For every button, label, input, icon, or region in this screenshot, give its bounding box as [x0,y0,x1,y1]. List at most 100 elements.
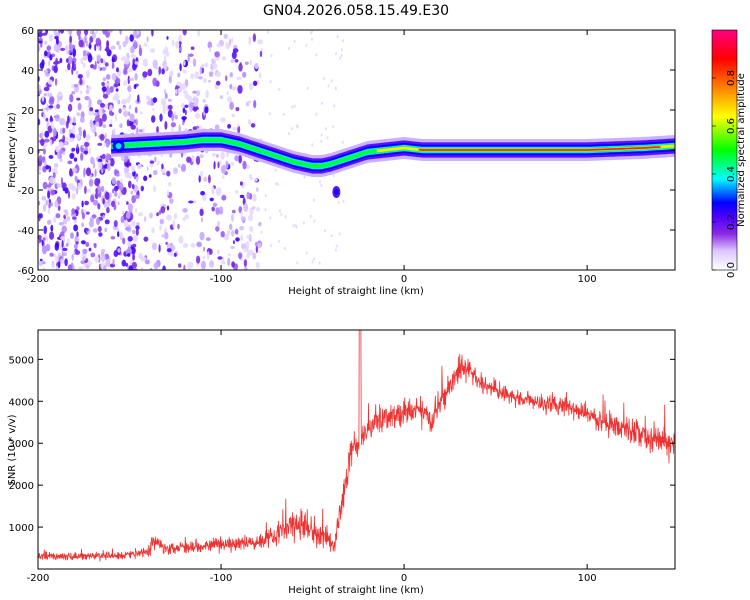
spectrogram-noise-cell [58,261,61,268]
spectrogram-noise-cell [183,243,189,248]
spectrogram-noise-cell [54,162,58,170]
spectrogram-noise-cell [181,116,187,121]
spectrogram-noise-cell [71,253,74,261]
spectrogram-noise-cell [225,160,229,169]
spectrogram-noise-cell [109,157,115,167]
spectrogram-noise-cell [104,132,107,141]
spectrogram-noise-cell [38,118,41,126]
spectrogram-y-tick-label: 60 [21,26,34,37]
spectrogram-noise-cell [106,206,110,214]
spectrogram-noise-cell [71,91,76,95]
spectrogram-noise-cell [160,206,166,214]
spectrogram-noise-cell [62,135,66,143]
spectrogram-noise-cell [217,256,223,260]
spectrogram-noise-cell [152,77,157,87]
colorbar-gradient [712,30,737,270]
spectrogram-noise-cell [143,236,149,242]
snr-y-tick-label: 1000 [9,523,34,534]
spectrogram-noise-cell [94,115,100,124]
spectrogram-y-tick-label: -40 [18,226,34,237]
spectrogram-noise-cell [119,123,123,129]
spectrogram-noise-cell [42,267,45,270]
spectrogram-noise-cell [165,104,168,112]
spectrogram-noise-cell [134,61,140,65]
spectrogram-noise-cell [59,158,63,163]
spectrogram-noise-cell [88,247,92,252]
spectrogram-noise-cell [260,47,263,52]
spectrogram-noise-cell [237,125,241,134]
spectrogram-noise-cell [122,110,129,117]
spectrogram-noise-cell [173,252,177,257]
spectrogram-noise-cell [270,244,272,248]
spectrogram-noise-cell [50,121,54,129]
spectrogram-ridge-cyan [111,136,675,170]
spectrogram-noise-cell [136,222,140,226]
spectrogram-noise-cell [215,226,220,232]
spectrogram-noise-cell [245,101,250,107]
spectrogram-noise-cell [221,260,226,265]
spectrogram-noise-cell [283,246,286,251]
spectrogram-noise-cell [293,39,296,44]
spectrogram-noise-cell [275,182,278,186]
spectrogram-noise-cell [231,113,235,118]
spectrogram-noise-cell [216,249,220,255]
spectrogram-noise-cell [43,92,47,97]
spectrogram-noise-cell [111,57,115,63]
spectrogram-noise-cell [122,107,127,111]
spectrogram-noise-cell [324,229,327,233]
spectrogram-noise-cell [159,218,164,225]
spectrogram-noise-cell [42,165,47,173]
spectrogram-noise-cell [134,194,140,200]
spectrogram-noise-cell [200,191,206,196]
spectrogram-noise-cell [93,243,97,249]
spectrogram-noise-cell [246,235,250,239]
spectrogram-noise-cell [122,237,126,245]
spectrogram-noise-cell [45,117,49,122]
spectrogram-noise-cell [208,174,211,184]
spectrogram-noise-cell [59,148,64,155]
spectrogram-noise-cell [153,170,158,176]
spectrogram-noise-cell [88,44,92,49]
spectrogram-noise-cell [240,210,243,219]
spectrogram-noise-cell [84,200,89,206]
spectrogram-noise-cell [164,89,167,95]
spectrogram-noise-cell [203,246,205,252]
spectrogram-noise-cell [43,69,49,73]
spectrogram-noise-cell [117,201,120,206]
spectrogram-noise-cell [196,241,202,248]
spectrogram-noise-cell [143,175,148,182]
spectrogram-noise-cell [208,79,211,83]
spectrogram-noise-cell [66,58,69,63]
spectrogram-noise-cell [94,256,100,263]
spectrogram-noise-cell [127,85,132,93]
spectrogram-noise-cell [102,77,107,82]
spectrogram-noise-cell [140,185,144,192]
spectrogram-noise-cell [133,84,137,89]
spectrogram-noise-cell [72,60,75,70]
spectrogram-noise-cell [199,208,204,217]
spectrogram-noise-cell [144,259,150,265]
spectrogram-noise-cell [38,200,41,206]
spectrogram-noise-cell [102,124,107,128]
spectrogram-noise-cell [44,50,48,57]
spectrogram-noise-cell [65,46,69,55]
spectrogram-noise-cell [166,170,171,177]
spectrogram-noise-cell [295,124,298,128]
spectrogram-noise-cell [221,194,227,201]
spectrogram-noise-cell [47,92,50,97]
spectrogram-noise-cell [177,72,181,78]
spectrogram-noise-cell [120,57,124,61]
spectrogram-noise-cell [55,265,59,270]
spectrogram-noise-cell [179,83,183,93]
spectrogram-noise-cell [102,214,105,219]
spectrogram-noise-cell [49,252,54,257]
spectrogram-noise-cell [140,266,144,270]
spectrogram-noise-cell [211,186,215,195]
spectrogram-noise-cell [67,56,73,65]
spectrogram-noise-cell [237,85,243,94]
spectrogram-noise-cell [230,59,234,63]
spectrogram-noise-cell [184,214,190,220]
spectrogram-noise-cell [230,162,235,166]
spectrogram-noise-cell [171,39,175,47]
spectrogram-noise-cell [89,216,94,222]
